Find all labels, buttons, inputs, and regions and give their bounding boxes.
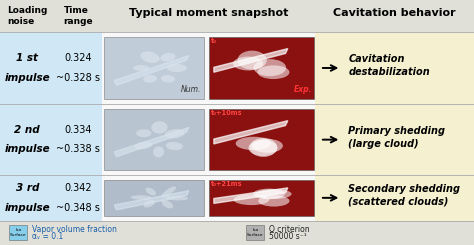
Bar: [102, 32, 315, 220]
Ellipse shape: [161, 53, 175, 61]
Text: 0.334: 0.334: [64, 125, 92, 135]
Ellipse shape: [136, 129, 151, 137]
Ellipse shape: [234, 194, 269, 205]
Ellipse shape: [248, 140, 278, 156]
Ellipse shape: [146, 187, 156, 196]
Text: Primary shedding
(large cloud): Primary shedding (large cloud): [348, 126, 446, 149]
Text: Cavitation behavior: Cavitation behavior: [333, 9, 456, 18]
Ellipse shape: [165, 196, 188, 200]
Ellipse shape: [257, 65, 290, 79]
Ellipse shape: [135, 142, 152, 149]
Text: Exp.: Exp.: [293, 85, 312, 94]
Text: Surface: Surface: [10, 233, 27, 237]
Ellipse shape: [153, 146, 164, 158]
Text: αᵥ = 0.1: αᵥ = 0.1: [32, 232, 64, 241]
Ellipse shape: [140, 51, 160, 63]
Text: ~0.348 s: ~0.348 s: [56, 203, 100, 213]
Text: Secondary shedding
(scattered clouds): Secondary shedding (scattered clouds): [348, 184, 460, 207]
Ellipse shape: [143, 75, 157, 83]
Text: 50000 s⁻¹: 50000 s⁻¹: [269, 232, 307, 241]
Text: impulse: impulse: [4, 73, 50, 83]
Ellipse shape: [253, 189, 285, 199]
Ellipse shape: [236, 137, 271, 150]
Bar: [104, 109, 204, 170]
Ellipse shape: [252, 139, 283, 153]
Text: Num.: Num.: [181, 85, 201, 94]
Bar: [9, 225, 27, 240]
Polygon shape: [114, 191, 189, 210]
Bar: [209, 180, 314, 216]
Text: Vapor volume fraction: Vapor volume fraction: [32, 225, 117, 234]
Text: ~0.338 s: ~0.338 s: [56, 145, 100, 154]
Ellipse shape: [258, 195, 290, 207]
Ellipse shape: [161, 186, 176, 197]
Ellipse shape: [133, 65, 149, 71]
Bar: [315, 32, 474, 220]
Ellipse shape: [162, 200, 173, 208]
Text: Iso: Iso: [16, 228, 21, 232]
Text: impulse: impulse: [4, 203, 50, 213]
Text: 3 rd: 3 rd: [16, 183, 39, 193]
Text: 0.342: 0.342: [64, 183, 92, 193]
Bar: [104, 37, 204, 99]
Ellipse shape: [167, 64, 187, 72]
Ellipse shape: [233, 57, 263, 71]
Bar: [0, 0, 474, 32]
Ellipse shape: [161, 75, 175, 83]
Text: ~0.328 s: ~0.328 s: [56, 73, 100, 83]
Text: Loading
noise: Loading noise: [7, 6, 47, 26]
Text: Iso: Iso: [253, 228, 258, 232]
Text: impulse: impulse: [4, 145, 50, 154]
Bar: [0, 32, 102, 220]
Ellipse shape: [250, 138, 277, 157]
Ellipse shape: [256, 189, 292, 199]
Text: Surface: Surface: [247, 233, 264, 237]
Bar: [209, 109, 314, 170]
Polygon shape: [114, 56, 189, 86]
Bar: [246, 225, 264, 240]
Polygon shape: [114, 127, 189, 157]
Ellipse shape: [237, 51, 267, 70]
Ellipse shape: [254, 59, 286, 76]
Text: t₀+10ms: t₀+10ms: [211, 110, 243, 116]
Ellipse shape: [151, 121, 168, 134]
Bar: [0, 220, 474, 245]
Text: Q criterion: Q criterion: [269, 225, 310, 234]
Text: 1 st: 1 st: [16, 53, 38, 63]
Bar: [104, 180, 204, 216]
Ellipse shape: [131, 195, 152, 200]
Ellipse shape: [144, 200, 155, 208]
Polygon shape: [214, 188, 288, 203]
Polygon shape: [214, 49, 288, 72]
Text: t₀+21ms: t₀+21ms: [211, 181, 243, 187]
Text: Cavitation
destabilization: Cavitation destabilization: [348, 54, 430, 77]
Bar: [209, 37, 314, 99]
Text: 2 nd: 2 nd: [14, 125, 40, 135]
Text: Typical moment snapshot: Typical moment snapshot: [129, 9, 288, 18]
Polygon shape: [214, 121, 288, 144]
Ellipse shape: [165, 129, 185, 138]
Ellipse shape: [166, 142, 183, 150]
Text: 0.324: 0.324: [64, 53, 92, 63]
Text: Time
range: Time range: [64, 6, 93, 26]
Text: t₀: t₀: [211, 38, 217, 44]
